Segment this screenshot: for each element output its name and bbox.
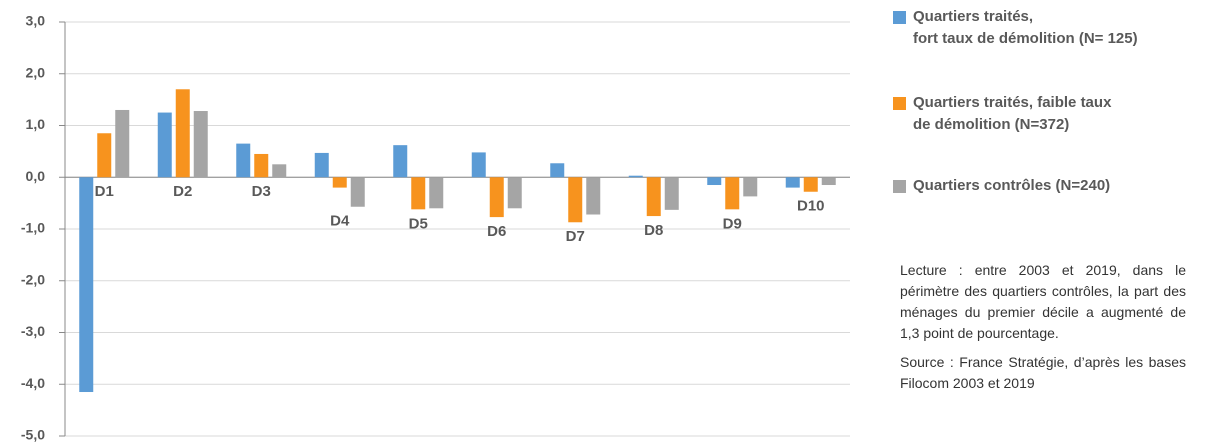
chart: -5,0 -4,0 -3,0 -2,0 -1,0 0,0 1,0 2,0 3,0 D1 D2 D3 D4… [21,13,850,443]
legend-swatch [893,11,906,24]
y-tick-label: 0,0 [26,168,46,184]
bar [628,175,643,178]
y-tick-label: 3,0 [26,13,46,29]
y-tick-label: 2,0 [26,64,46,80]
x-tick-label: D4 [330,213,350,230]
x-tick-label: D1 [95,183,114,200]
legend-label: Quartiers traités, fort taux de démoliti… [913,8,1138,47]
bar [236,143,251,178]
bar [568,177,583,223]
bar [550,163,565,178]
bar [193,111,208,178]
bar [115,109,130,178]
legend-swatch [893,97,906,110]
y-tick-label: -5,0 [21,427,45,443]
bar [314,152,329,178]
x-tick-label: D8 [644,222,663,239]
x-tick-label: D3 [252,183,271,200]
bar [411,177,426,210]
bar [350,177,365,207]
source: Source : France Stratégie, d’après les b… [900,354,1186,391]
x-tick-label: D2 [173,183,192,200]
bar [803,177,818,192]
x-tick-label: D9 [723,215,742,232]
x-tick-label: D7 [566,228,585,245]
bar [785,177,800,188]
legend-label: Quartiers traités, faible taux de démoli… [913,94,1112,133]
legend-swatch [893,180,906,193]
bar [743,177,758,197]
bar [429,177,444,209]
y-tick-label: -3,0 [21,323,45,339]
bar [707,177,722,186]
y-tick-label: -4,0 [21,375,45,391]
bar [97,133,112,178]
note: Lecture : entre 2003 et 2019, dans le pé… [900,262,1186,341]
legend-item: Quartiers traités, faible taux de démoli… [893,92,1111,136]
bar [725,177,740,210]
bar [272,164,287,178]
bar [332,177,347,188]
x-tick-label: D6 [487,223,506,240]
legend-item: Quartiers contrôles (N=240) [893,175,1110,197]
bar [471,152,486,178]
bar [175,89,190,178]
bar [646,177,661,217]
bar [157,112,172,178]
bar [489,177,504,218]
bar [393,145,408,178]
legend-label: Quartiers contrôles (N=240) [913,177,1111,194]
legend-item: Quartiers traités, fort taux de démoliti… [893,6,1138,50]
bar [507,177,522,209]
bar [254,153,269,178]
y-tick-label: 1,0 [26,116,46,132]
x-tick-label: D5 [409,215,428,232]
x-tick-label: D10 [797,198,825,215]
bar [664,177,679,210]
bar [79,177,94,393]
bar [586,177,601,215]
y-tick-label: -2,0 [21,271,45,287]
bar [821,177,836,186]
y-tick-label: -1,0 [21,220,45,236]
